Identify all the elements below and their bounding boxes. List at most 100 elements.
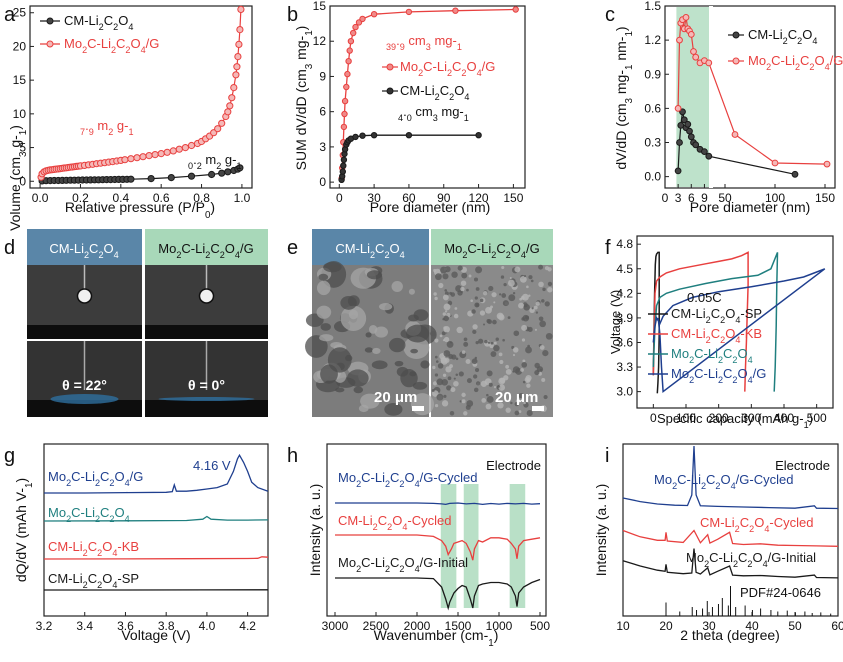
text-span: 2: [715, 481, 720, 491]
panel-c-xtick-label: 100: [765, 191, 785, 205]
text-span: C: [104, 13, 113, 28]
text-span: 2: [449, 92, 454, 102]
panel-h-highlight-band: [509, 484, 526, 608]
panel-c-ytick-label: 1.5: [644, 0, 661, 13]
text-span: CM-Li: [700, 515, 735, 530]
text-span: Mo: [64, 36, 82, 51]
text-span: CM-Li: [48, 539, 83, 554]
panel-c-marker: [692, 141, 700, 149]
panel-e-grain: [488, 382, 493, 387]
panel-c-xtick-label: 150: [815, 191, 835, 205]
text-span: 2: [447, 68, 452, 78]
panel-e-grain: [451, 271, 458, 278]
panel-e-grain: [455, 285, 463, 292]
panel-e-grain: [460, 280, 467, 286]
panel-e-grain: [539, 320, 547, 328]
panel-e-particle: [371, 360, 388, 370]
panel-b-annotation-0: 39.9 cm3 mg-1: [386, 33, 462, 52]
panel-h-ylabel: Intensity (a. u.): [307, 484, 323, 577]
text-span: -Cycled: [769, 515, 813, 530]
panel-d-droplet: [198, 288, 215, 304]
text-span: O: [754, 515, 764, 530]
panel-e-grain: [434, 296, 438, 301]
text-span: CM-Li: [48, 571, 83, 586]
panel-g-xtick-label: 3.6: [117, 619, 134, 633]
panel-e-grain: [534, 328, 538, 331]
panel-e-grain: [443, 303, 451, 311]
text-span: C: [723, 366, 732, 381]
panel-e-grain: [542, 287, 546, 292]
panel-b-ytick-label: 0: [319, 175, 326, 189]
panel-e-grain: [443, 394, 447, 398]
text-span: 2: [109, 478, 114, 488]
text-span: g-: [221, 152, 236, 167]
text-span: C: [100, 505, 109, 520]
panel-i-title: Electrode: [775, 458, 830, 473]
panel-a-marker: [236, 26, 244, 34]
panel-e-grain: [538, 264, 544, 270]
text-span: /G-Initial: [768, 550, 817, 565]
panel-e-grain: [528, 275, 533, 280]
panel-e-header-0: CM-Li2C2O4: [335, 241, 404, 260]
panel-a-marker: [187, 141, 196, 150]
panel-b-marker: [350, 29, 357, 37]
text-span: 2: [66, 514, 71, 524]
panel-c-marker: [687, 133, 695, 141]
panel-e-grain: [512, 347, 519, 353]
text-span: 2: [125, 45, 130, 55]
panel-letter-e: e: [287, 237, 298, 259]
panel-c-legend-0: CM-Li2C2O4: [748, 27, 817, 46]
panel-e-grain: [488, 285, 494, 292]
panel-d-angle-1: θ = 0°: [188, 377, 225, 393]
panel-f-ytick-label: 4.2: [616, 286, 633, 300]
panel-e-grain: [543, 394, 548, 400]
panel-e-grain: [461, 272, 468, 279]
panel-d-header-bg: [145, 229, 268, 265]
panel-e-grain: [458, 371, 464, 377]
text-span: C-Li: [87, 36, 111, 51]
panel-f-xlabel: Specific capacity (mAh g-1): [657, 411, 813, 430]
text-span: 2: [205, 250, 210, 260]
panel-e-grain: [509, 276, 512, 280]
panel-e-grain: [474, 356, 478, 360]
text-span: Mo: [671, 366, 689, 381]
panel-c-legend-marker: [732, 57, 740, 65]
panel-e-particle: [410, 348, 418, 354]
text-span: 2: [176, 250, 181, 260]
text-span: O: [404, 555, 414, 570]
panel-f-series-line: [652, 251, 749, 392]
panel-e-grain: [503, 282, 507, 287]
panel-i-series-line: [622, 529, 839, 547]
panel-e-grain: [538, 316, 544, 322]
text-span: 2: [97, 580, 102, 590]
panel-a-ytick-label: 5: [19, 141, 26, 155]
panel-c-marker: [692, 53, 700, 61]
panel-e-grain: [503, 375, 509, 381]
panel-f-xtick-label: 100: [676, 411, 696, 425]
text-span: C-Li: [677, 472, 701, 487]
panel-e-grain: [432, 365, 436, 370]
text-span: /G: [753, 366, 767, 381]
panel-e-grain: [493, 385, 497, 389]
text-span: C-Li: [709, 550, 733, 565]
panel-a-legend-marker: [46, 17, 54, 25]
text-span: C: [88, 539, 97, 554]
text-span: 1: [624, 31, 635, 36]
panel-e-grain: [463, 411, 468, 416]
text-span: Relative pressure (P/P: [65, 199, 205, 215]
panel-e-particle: [320, 323, 331, 331]
panel-c-marker: [823, 160, 831, 168]
panel-b-ytick-label: 12: [313, 34, 327, 48]
text-span: Specific capacity (mAh g-: [657, 411, 804, 426]
panel-e-grain: [521, 361, 528, 368]
text-span: Mo: [158, 241, 176, 256]
panel-e-grain: [432, 390, 439, 397]
panel-e-grain: [431, 388, 435, 392]
text-span: .: [403, 104, 407, 119]
panel-e-grain: [501, 293, 507, 298]
panel-b-marker: [359, 132, 366, 139]
text-span: O: [102, 571, 112, 586]
panel-e-grain: [453, 377, 456, 380]
panel-h-xtick-label: 1000: [486, 619, 513, 633]
panel-e-grain: [518, 410, 522, 414]
